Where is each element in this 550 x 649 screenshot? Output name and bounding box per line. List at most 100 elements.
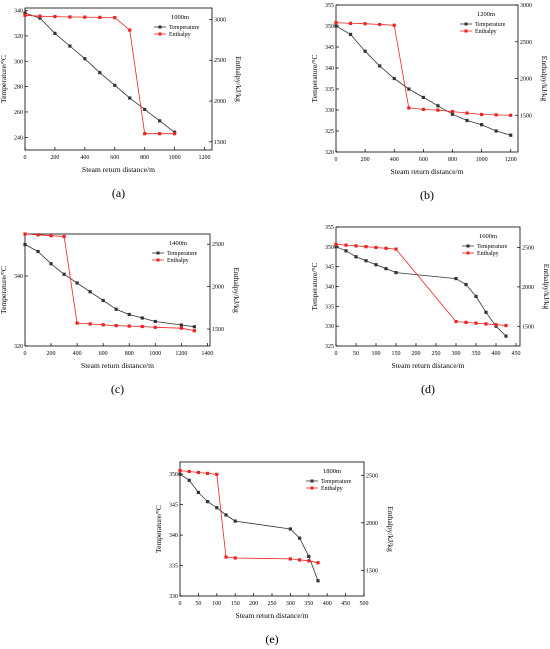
x-tick-label: 0 (335, 351, 338, 357)
data-point-enthalpy (173, 132, 177, 136)
legend-entry-enthalpy: Enthalpy (475, 29, 497, 35)
x-tick-label: 400 (80, 155, 89, 161)
x-tick-label: 400 (492, 351, 501, 357)
panel-caption: (b) (420, 188, 434, 202)
x-tick-label: 200 (412, 351, 421, 357)
y-tick-label: 335 (325, 87, 334, 93)
data-point-temperature (178, 472, 182, 476)
data-point-enthalpy (298, 558, 302, 562)
data-point-enthalpy (484, 322, 488, 326)
y-tick-label: 340 (169, 533, 178, 539)
x-tick-label: 200 (50, 155, 59, 161)
data-point-enthalpy (38, 14, 42, 18)
data-point-enthalpy (480, 112, 484, 117)
data-point-temperature (23, 242, 27, 247)
data-point-enthalpy (143, 132, 147, 136)
data-point-temperature (187, 478, 191, 482)
data-point-temperature (374, 263, 378, 267)
y2-axis-label: Enthalpy/kJ/kg (540, 56, 549, 102)
legend-entry-temperature: Temperature (477, 244, 508, 250)
x-tick-label: 1000 (149, 351, 161, 357)
data-point-enthalpy (421, 107, 425, 111)
y-axis-label: Temperature/°C (0, 55, 8, 103)
series-line-enthalpy (335, 22, 511, 116)
data-point-temperature (179, 323, 183, 327)
x-tick-label: 400 (73, 351, 82, 357)
x-tick-label: 500 (360, 601, 369, 607)
data-point-enthalpy (127, 324, 131, 328)
x-tick-label: 400 (323, 601, 332, 607)
y2-axis-label: Enthalpy/kJ/kg (386, 506, 395, 552)
data-point-temperature (224, 513, 228, 517)
legend-swatch-marker (158, 32, 162, 36)
y2-tick-label: 1500 (214, 140, 226, 146)
data-point-enthalpy (378, 22, 382, 27)
data-point-temperature (233, 519, 237, 523)
data-point-enthalpy (316, 561, 320, 565)
data-point-enthalpy (288, 557, 292, 561)
y-tick-label: 320 (14, 344, 23, 350)
x-tick-label: 450 (341, 601, 350, 607)
data-point-enthalpy (158, 132, 162, 136)
legend-entry-enthalpy: Enthalpy (169, 32, 191, 38)
legend-entry-enthalpy: Enthalpy (477, 251, 499, 257)
legend-swatch-marker (464, 29, 468, 33)
x-tick-label: 1000 (476, 157, 488, 163)
x-tick-label: 250 (432, 351, 441, 357)
x-tick-label: 200 (361, 157, 370, 163)
x-tick-label: 800 (140, 155, 149, 161)
data-point-enthalpy (179, 326, 183, 330)
y-tick-label: 340 (14, 9, 23, 15)
data-point-enthalpy (450, 109, 455, 114)
x-tick-label: 1200 (199, 155, 211, 161)
data-point-temperature (83, 57, 87, 61)
x-tick-label: 400 (390, 157, 399, 163)
data-point-temperature (454, 276, 458, 281)
data-point-temperature (288, 527, 292, 531)
data-point-temperature (298, 536, 302, 540)
legend-swatch-marker (466, 244, 470, 248)
y2-tick-label: 1500 (522, 324, 534, 330)
data-point-enthalpy (215, 472, 219, 476)
data-point-temperature (474, 294, 478, 299)
y-tick-label: 320 (325, 150, 334, 156)
data-point-enthalpy (101, 323, 105, 327)
data-point-enthalpy (153, 325, 157, 329)
legend-entry-enthalpy: Enthalpy (321, 486, 343, 492)
chart-panel-1: 0 200 400 600 800 1000 1200 240 260 280 300 320 340 1… (0, 7, 243, 200)
data-point-enthalpy (114, 324, 118, 328)
data-point-temperature (53, 31, 57, 35)
x-tick-label: 200 (47, 351, 56, 357)
y2-tick-label: 3000 (214, 17, 226, 23)
x-axis-label: Steam return distance/m (236, 611, 309, 620)
y2-tick-label: 2000 (522, 285, 534, 291)
data-point-enthalpy (224, 555, 228, 559)
y2-tick-label: 3000 (520, 3, 532, 9)
y-tick-label: 355 (325, 3, 334, 9)
y-tick-label: 350 (169, 472, 178, 478)
y2-tick-label: 2000 (520, 77, 532, 83)
data-point-temperature (128, 96, 132, 100)
chart-panel-5: 0 50 100 150 200 250 300 350 400 450 500 330 335 340 3… (154, 461, 395, 646)
data-point-temperature (344, 249, 348, 253)
legend-entry-temperature: Temperature (475, 22, 506, 28)
x-tick-label: 200 (249, 601, 258, 607)
data-point-enthalpy (128, 28, 132, 32)
data-point-temperature (392, 76, 396, 81)
data-point-temperature (465, 118, 469, 123)
series-line-enthalpy (179, 470, 319, 564)
y-tick-label: 335 (325, 304, 334, 310)
x-tick-label: 50 (195, 601, 201, 607)
data-point-enthalpy (196, 470, 200, 475)
x-tick-label: 600 (110, 155, 119, 161)
data-point-temperature (378, 64, 382, 68)
data-point-temperature (464, 282, 468, 287)
data-point-temperature (75, 281, 79, 285)
legend-entry-temperature: Temperature (167, 251, 198, 257)
data-point-temperature (49, 262, 53, 266)
data-point-temperature (127, 312, 131, 317)
data-point-enthalpy (36, 233, 40, 237)
data-point-temperature (158, 119, 162, 123)
y-tick-label: 260 (14, 110, 23, 116)
